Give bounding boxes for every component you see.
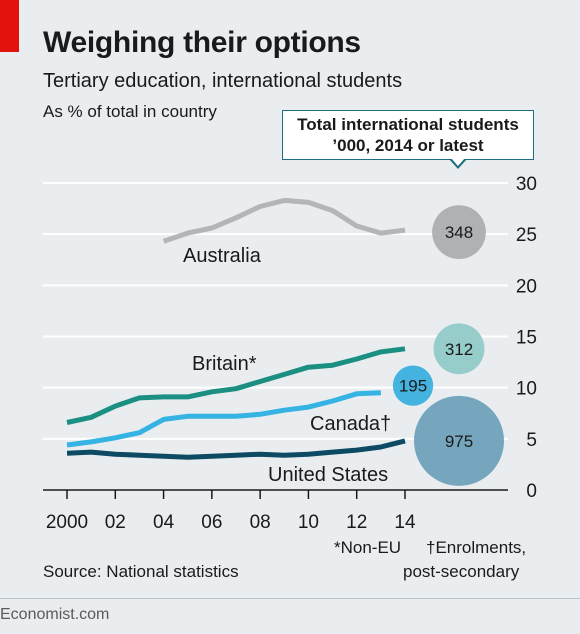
- series-label-britain: Britain*: [192, 353, 257, 375]
- series-line-britain: [66, 346, 406, 425]
- brand-wordmark: Economist.com: [0, 606, 110, 623]
- chart-subtitle: Tertiary education, international studen…: [43, 70, 403, 92]
- callout-line-1: Total international students: [297, 115, 519, 134]
- x-tick-label: 12: [346, 512, 367, 533]
- source-note: Source: National statistics: [43, 562, 239, 581]
- y-tick-label: 20: [516, 276, 537, 297]
- x-tick-label: 06: [201, 512, 222, 533]
- y-tick-label: 10: [516, 379, 537, 400]
- chart-title: Weighing their options: [43, 26, 361, 59]
- y-tick-label: 25: [516, 225, 537, 246]
- bubble-canada: [392, 365, 434, 406]
- bubble-legend-callout: Total international students ’000, 2014 …: [282, 110, 534, 160]
- bubble-australia: [432, 205, 486, 260]
- footnote-enrolments-1: †Enrolments,: [426, 538, 527, 557]
- bubble-label-britain: 312: [445, 340, 473, 359]
- bubble-united_states: [414, 395, 504, 486]
- series-line-australia: [162, 197, 406, 244]
- series-label-australia: Australia: [183, 245, 262, 267]
- callout-pointer-inner: [451, 158, 465, 166]
- series-line-canada: [66, 390, 382, 448]
- x-tick-label: 04: [153, 512, 175, 533]
- series-label-canada: Canada†: [310, 413, 391, 435]
- y-tick-label: 15: [516, 328, 537, 349]
- callout-line-2: ’000, 2014 or latest: [332, 136, 484, 155]
- y-tick-label: 30: [516, 174, 537, 195]
- footnote-enrolments-2: post-secondary: [403, 562, 520, 581]
- bubble-britain: [433, 323, 485, 375]
- series-line-united_states: [66, 438, 406, 460]
- series-label-united_states: United States: [268, 464, 388, 486]
- bubble-label-australia: 348: [445, 223, 473, 242]
- x-tick-label: 2000: [46, 512, 88, 533]
- footnote-non-eu: *Non-EU: [334, 538, 402, 557]
- bottom-rule: [0, 598, 580, 599]
- bubble-label-canada: 195: [399, 377, 427, 396]
- x-tick-label: 02: [105, 512, 126, 533]
- unit-label: As % of total in country: [43, 102, 217, 121]
- x-tick-label: 10: [298, 512, 319, 533]
- brand-red-tag: [0, 0, 19, 52]
- x-tick-label: 14: [394, 512, 416, 533]
- bubble-label-united_states: 975: [445, 432, 473, 451]
- y-tick-label: 0: [526, 481, 537, 502]
- x-tick-label: 08: [250, 512, 271, 533]
- y-tick-label: 5: [526, 430, 537, 451]
